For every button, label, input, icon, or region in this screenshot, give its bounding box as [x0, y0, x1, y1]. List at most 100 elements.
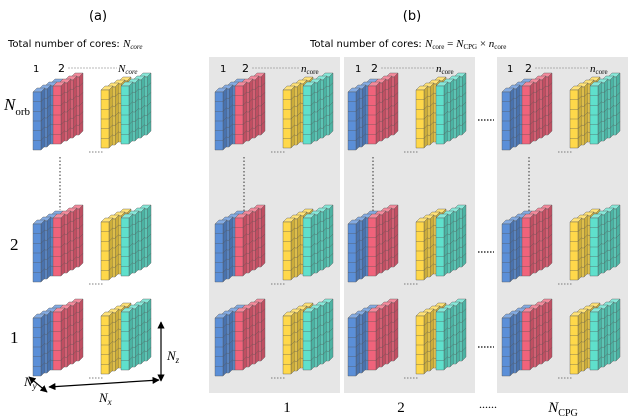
slab-grid-line [541, 311, 547, 316]
slab-grid-line [146, 121, 152, 126]
core-slab [32, 313, 46, 377]
slab-grid-line [248, 117, 254, 122]
core-slab [100, 311, 114, 375]
slab-grid-line [583, 253, 589, 258]
slab-grid-line [577, 237, 583, 242]
slab-grid-line [443, 252, 449, 257]
slab-grid-line [429, 347, 435, 352]
core-stack-teal [120, 298, 152, 371]
slab-grid-line [290, 266, 296, 271]
slab-grid-line [254, 340, 260, 345]
slab-grid-line [328, 224, 334, 229]
slab-grid-line [78, 121, 84, 126]
slab-grid-line [387, 311, 393, 316]
slab-grid-line [72, 227, 78, 232]
slab-grid-line [361, 359, 367, 364]
slab-grid-line [455, 256, 461, 261]
slab-grid-line [60, 91, 66, 96]
cpg-label-last: NCPG [547, 400, 577, 419]
core-group [214, 298, 334, 379]
slab-grid-line [316, 239, 322, 245]
slab-grid-line [461, 111, 467, 116]
slab-grid-line [535, 98, 541, 103]
core-stack-red [521, 204, 553, 277]
core-slab [367, 81, 381, 145]
core-index-2: 2 [242, 62, 249, 75]
core-stack-teal [120, 204, 152, 277]
slab-grid-line [72, 236, 78, 242]
slab-grid-line [310, 233, 316, 238]
slab-grid-line [355, 97, 361, 102]
slab-grid-line [46, 265, 52, 270]
slab-grid-line [60, 327, 66, 332]
slab-grid-line [228, 113, 234, 119]
slab-grid-line [40, 229, 46, 234]
slab-grid-line [296, 224, 302, 229]
slab-grid-line [322, 330, 328, 336]
slab-grid-line [60, 346, 66, 351]
slab-grid-line [222, 229, 228, 234]
slab-grid-line [72, 330, 78, 336]
slab-grid-line [583, 131, 589, 136]
slab-grid-line [316, 353, 322, 358]
slab-grid-line [609, 256, 615, 261]
slab-grid-line [449, 259, 455, 264]
slab-grid-line [290, 134, 296, 139]
slab-grid-line [597, 356, 603, 361]
core-stack-teal [589, 72, 621, 145]
slab-grid-line [134, 127, 140, 132]
core-slab [435, 81, 449, 145]
slab-grid-line [423, 124, 429, 129]
slab-grid-line [547, 318, 553, 323]
slab-grid-line [66, 220, 72, 225]
slab-grid-line [355, 323, 361, 328]
slab-grid-line [242, 242, 248, 248]
slab-grid-line [114, 328, 120, 333]
slab-grid-line [222, 333, 228, 338]
slab-grid-line [60, 356, 66, 361]
slab-grid-line [609, 85, 615, 90]
slab-grid-line [108, 331, 114, 336]
slab-grid-line [248, 98, 254, 103]
slab-grid-line [46, 330, 52, 335]
slab-grid-line [375, 356, 381, 361]
slab-grid-line [515, 94, 521, 99]
slab-grid-line [375, 242, 381, 248]
core-index-2: 2 [58, 62, 65, 75]
slab-grid-line [515, 133, 521, 138]
slab-grid-line [128, 120, 134, 125]
slab-grid-line [242, 346, 248, 351]
slab-grid-line [146, 347, 152, 352]
slab-grid-line [393, 101, 399, 107]
slab-grid-line [316, 324, 322, 329]
slab-grid-line [140, 217, 146, 222]
slab-grid-line [296, 263, 302, 268]
slab-grid-line [423, 95, 429, 100]
slab-grid-line [222, 268, 228, 273]
slab-grid-line [296, 92, 302, 97]
slab-grid-line [328, 243, 334, 248]
slab-grid-line [242, 252, 248, 257]
slab-grid-line [228, 255, 234, 260]
core-slab [52, 213, 66, 277]
core-stack-teal [120, 72, 152, 145]
slab-grid-line [509, 248, 515, 254]
slab-grid-line [615, 337, 621, 342]
slab-grid-line [254, 236, 260, 242]
core-index-1: 1 [355, 64, 361, 75]
slab-grid-line [328, 253, 334, 258]
slab-grid-line [361, 265, 367, 270]
slab-grid-line [461, 347, 467, 352]
slab-grid-line [260, 347, 266, 352]
slab-grid-line [72, 114, 78, 119]
slab-grid-line [72, 340, 78, 345]
slab-grid-line [242, 262, 248, 267]
slab-grid-line [114, 111, 120, 117]
slab-grid-line [615, 253, 621, 258]
slab-grid-line [355, 239, 361, 244]
slab-grid-line [146, 253, 152, 258]
slab-grid-line [443, 233, 449, 238]
slab-grid-line [134, 239, 140, 245]
slab-grid-line [455, 124, 461, 129]
slab-grid-line [72, 85, 78, 90]
